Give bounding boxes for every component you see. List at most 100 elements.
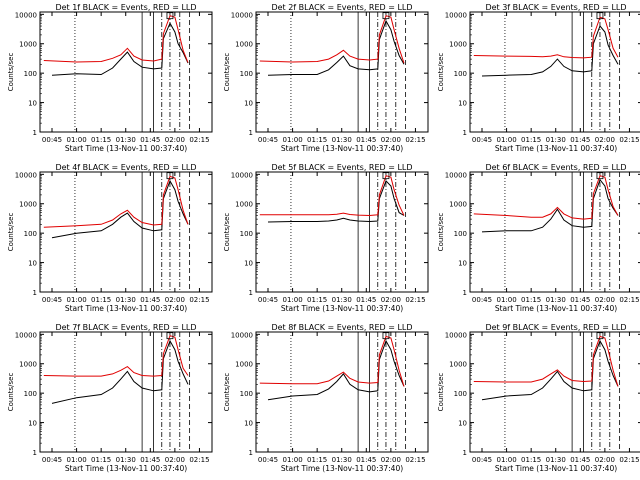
x-tick-label: 02:15 [189,136,209,144]
x-tick-label: 01:00 [66,136,86,144]
y-tick-label: 100 [24,230,37,238]
y-axis-label: Counts/sec [437,373,445,412]
x-tick-label: 01:30 [116,456,136,464]
y-tick-label: 1000 [449,361,467,369]
panel-title: Det 5f BLACK = Events, RED = LLD [271,163,412,172]
y-tick-label: 100 [240,70,253,78]
y-tick-label: 10 [28,100,37,108]
y-tick-label: 100 [24,390,37,398]
y-tick-label: 1 [463,449,467,457]
x-tick-label: 02:15 [619,296,639,304]
y-tick-label: 10 [28,260,37,268]
x-axis-label: Start Time (13-Nov-11 00:37:40) [495,304,617,313]
x-tick-label: 01:45 [140,136,160,144]
series-lld-line [259,15,405,64]
x-tick-label: 01:30 [546,136,566,144]
x-tick-label: 01:00 [66,456,86,464]
series-events-line [267,339,405,401]
y-tick-label: 1000 [449,41,467,49]
x-tick-label: 02:00 [165,136,185,144]
y-tick-label: 1 [463,289,467,297]
panel-title: Det 9f BLACK = Events, RED = LLD [485,323,626,332]
x-tick-label: 01:45 [570,136,590,144]
plot-frame [255,331,429,453]
y-tick-label: 10 [28,420,37,428]
panel-title: Det 4f BLACK = Events, RED = LLD [55,163,196,172]
plot-frame [39,171,213,293]
x-tick-label: 01:30 [116,296,136,304]
x-axis-label: Start Time (13-Nov-11 00:37:40) [281,144,403,153]
y-tick-label: 100 [454,390,467,398]
y-tick-label: 10000 [15,11,37,19]
x-tick-label: 01:45 [356,136,376,144]
series-events-line [51,179,189,239]
x-tick-label: 02:15 [405,296,425,304]
x-tick-label: 02:00 [381,456,401,464]
x-tick-label: 01:00 [66,296,86,304]
x-tick-label: 02:15 [619,136,639,144]
plot-frame [469,11,640,133]
peak-marker [596,332,604,340]
x-tick-label: 01:45 [570,296,590,304]
peak-marker [166,12,174,20]
peak-marker [166,172,174,180]
x-tick-label: 01:15 [307,136,327,144]
y-tick-label: 100 [454,70,467,78]
x-tick-label: 01:00 [282,456,302,464]
y-axis-label: Counts/sec [7,373,15,412]
series-events-line [267,19,405,76]
y-axis-label: Counts/sec [437,53,445,92]
series-events-line [51,339,189,404]
x-tick-label: 00:45 [258,456,278,464]
panel-det-2: Det 2f BLACK = Events, RED = LLD 1 10 100 10… [223,3,429,153]
x-tick-label: 01:15 [521,296,541,304]
x-tick-label: 01:45 [140,456,160,464]
y-tick-label: 1 [249,289,253,297]
peak-marker [166,332,174,340]
x-tick-label: 02:15 [405,456,425,464]
series-lld-line [259,175,405,217]
y-tick-label: 10000 [231,11,253,19]
series-lld-line [473,335,619,387]
panel-det-1: Det 1f BLACK = Events, RED = LLD 1 10 100 10… [7,3,213,153]
x-tick-label: 01:45 [140,296,160,304]
x-tick-label: 02:00 [381,136,401,144]
x-tick-label: 01:15 [521,136,541,144]
x-axis-label: Start Time (13-Nov-11 00:37:40) [281,464,403,473]
y-tick-label: 100 [24,70,37,78]
y-tick-label: 10 [244,100,253,108]
y-axis-label: Counts/sec [223,213,231,252]
y-axis-label: Counts/sec [223,53,231,92]
series-events-line [267,179,405,223]
x-tick-label: 01:00 [496,136,516,144]
panel-det-9: Det 9f BLACK = Events, RED = LLD 1 10 100 10… [437,323,640,473]
y-axis-label: Counts/sec [7,213,15,252]
x-tick-label: 01:00 [496,296,516,304]
y-tick-label: 1 [249,449,253,457]
x-tick-label: 02:15 [619,456,639,464]
y-axis-label: Counts/sec [7,53,15,92]
peak-marker [382,332,390,340]
panel-det-6: Det 6f BLACK = Events, RED = LLD 1 10 100 10… [437,163,640,313]
y-tick-label: 10000 [445,171,467,179]
series-lld-line [473,16,619,59]
x-axis-label: Start Time (13-Nov-11 00:37:40) [495,464,617,473]
x-axis-label: Start Time (13-Nov-11 00:37:40) [281,304,403,313]
x-axis-label: Start Time (13-Nov-11 00:37:40) [65,144,187,153]
panel-det-5: Det 5f BLACK = Events, RED = LLD 1 10 100 10… [223,163,429,313]
y-tick-label: 1000 [235,201,253,209]
x-tick-label: 01:00 [282,136,302,144]
plot-frame [39,11,213,133]
x-tick-label: 02:00 [165,296,185,304]
y-tick-label: 1 [33,129,37,137]
x-tick-label: 02:00 [595,136,615,144]
x-axis-label: Start Time (13-Nov-11 00:37:40) [495,144,617,153]
x-tick-label: 00:45 [472,136,492,144]
series-events-line [481,25,619,77]
x-tick-label: 01:30 [546,296,566,304]
peak-marker [382,12,390,20]
x-tick-label: 02:15 [189,456,209,464]
y-tick-label: 10 [244,420,253,428]
x-tick-label: 01:30 [332,136,352,144]
peak-marker [596,12,604,20]
